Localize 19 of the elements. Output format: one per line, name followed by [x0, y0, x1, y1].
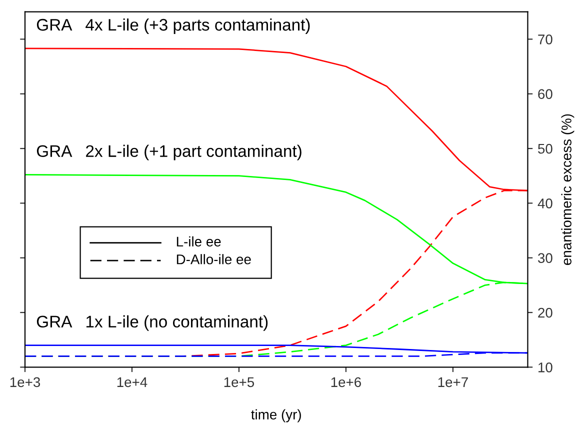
- x-tick-label: 1e+7: [438, 377, 468, 388]
- y-tick-label: 50: [538, 144, 552, 154]
- annotation: L-ile ee: [176, 236, 221, 247]
- annotation: GRA 1x L-ile (no contaminant): [36, 315, 268, 331]
- y-tick-label: 30: [538, 253, 552, 264]
- y-tick-label: 70: [538, 34, 552, 44]
- x-tick-label: 1e+3: [10, 377, 40, 388]
- y-tick-label: 20: [538, 308, 552, 318]
- x-tick-label: 1e+6: [331, 377, 361, 388]
- x-tick-label: 1e+4: [117, 377, 148, 388]
- x-tick-label: 1e+5: [224, 377, 254, 388]
- y-tick-label: 40: [538, 198, 552, 208]
- annotation: D-Allo-ile ee: [176, 254, 251, 264]
- annotation: GRA 2x L-ile (+1 part contaminant): [36, 144, 302, 160]
- x-axis-title: time (yr): [251, 409, 301, 422]
- y-tick-label: 10: [538, 362, 552, 372]
- y-axis-title: enantiomeric excess (%): [561, 114, 574, 265]
- y-tick-label: 60: [538, 89, 552, 100]
- annotation: GRA 4x L-ile (+3 parts contaminant): [36, 18, 310, 34]
